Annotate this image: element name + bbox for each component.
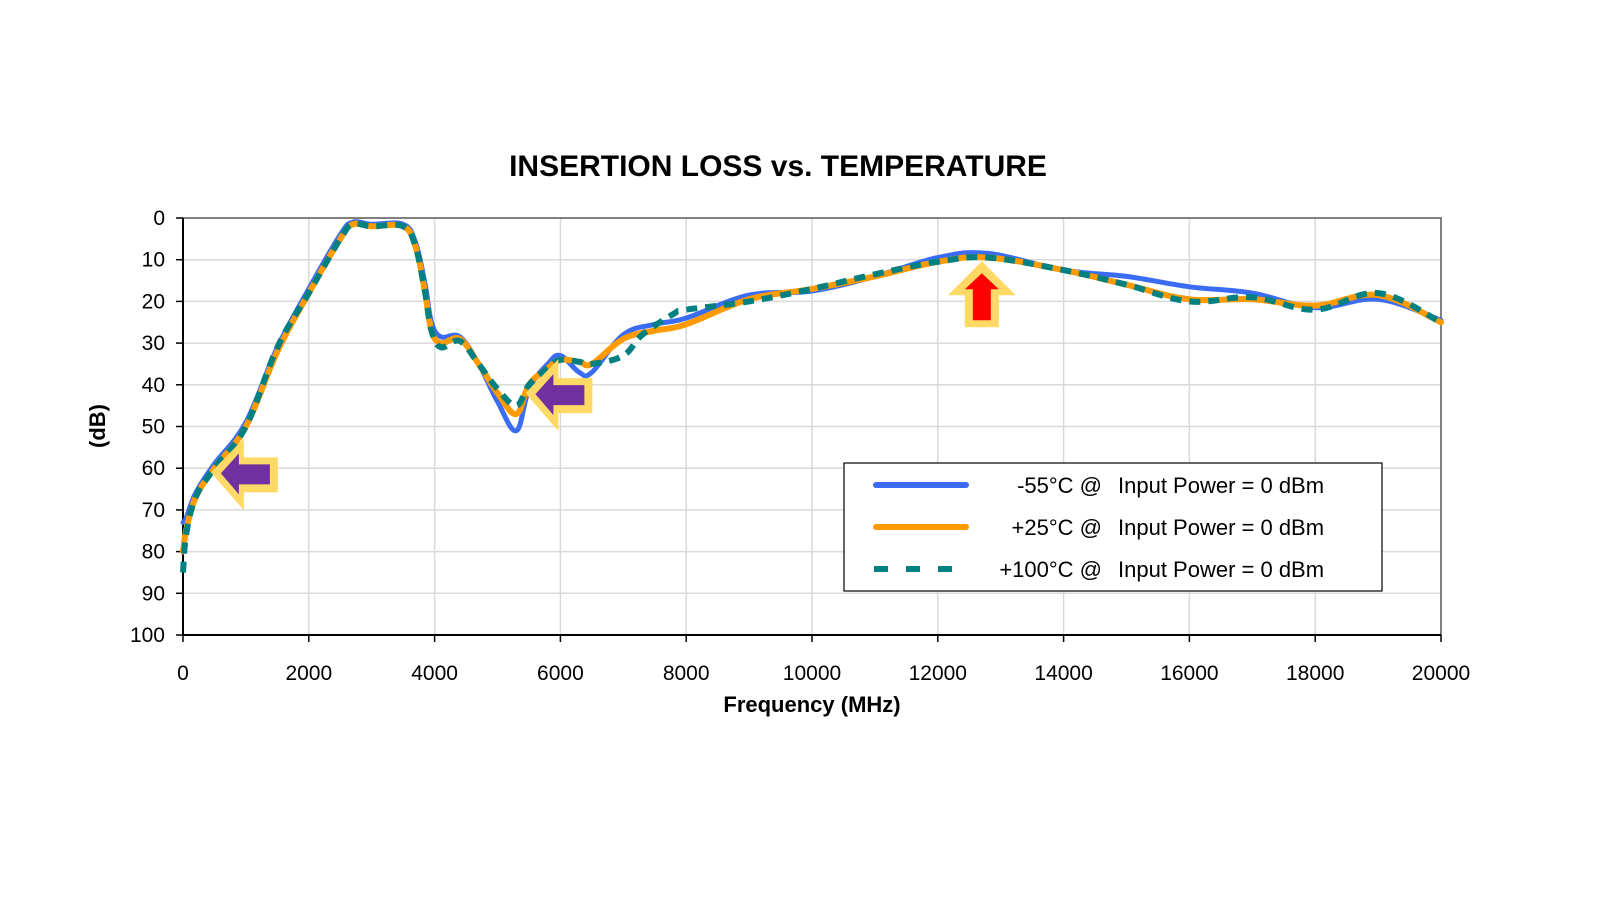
- arrow-fill: [964, 273, 999, 321]
- y-tick-label: 30: [142, 332, 165, 355]
- axes: 0 10 20 30 40 50 60 70 80 90 100 0 2000 4000 6000 8000 1…: [130, 207, 1470, 685]
- legend-condition: Input Power = 0 dBm: [1118, 557, 1324, 582]
- x-tick-label: 12000: [909, 662, 967, 685]
- legend-item: +25°C @ Input Power = 0 dBm: [873, 515, 1324, 540]
- y-tick-label: 70: [142, 499, 165, 522]
- x-tick-label: 20000: [1412, 662, 1470, 685]
- x-tick-label: 8000: [663, 662, 710, 685]
- x-tick-label: 4000: [411, 662, 458, 685]
- y-tick-label: 0: [153, 207, 165, 230]
- legend-item: -55°C @ Input Power = 0 dBm: [873, 473, 1324, 498]
- x-axis-label: Frequency (MHz): [723, 692, 900, 717]
- legend: -55°C @ Input Power = 0 dBm +25°C @ Input P…: [843, 462, 1383, 592]
- annotation-layer: [210, 261, 1016, 511]
- y-tick-label: 80: [142, 541, 165, 564]
- legend-label: +25°C @: [1012, 515, 1102, 540]
- up-arrow-marker: [947, 261, 1016, 328]
- y-tick-label: 90: [142, 582, 165, 605]
- series-layer: [180, 219, 1444, 573]
- gridlines: [183, 218, 1441, 635]
- legend-condition: Input Power = 0 dBm: [1118, 473, 1324, 498]
- y-tick-label: 40: [142, 374, 165, 397]
- y-tick-label: 50: [142, 416, 165, 439]
- y-tick-label: 10: [142, 249, 165, 272]
- left-arrow-marker: [525, 359, 593, 432]
- y-tick-label: 60: [142, 457, 165, 480]
- y-tick-label: 20: [142, 290, 165, 313]
- series-line-3: [180, 220, 1443, 573]
- legend-item: +100°C @ Input Power = 0 dBm: [874, 557, 1324, 582]
- x-tick-label: 14000: [1034, 662, 1092, 685]
- x-tick-label: 6000: [537, 662, 584, 685]
- arrow-fill: [220, 453, 270, 495]
- y-tick-label: 100: [130, 624, 165, 647]
- legend-condition: Input Power = 0 dBm: [1118, 515, 1324, 540]
- legend-label: +100°C @: [999, 557, 1102, 582]
- x-tick-label: 16000: [1160, 662, 1218, 685]
- x-tick-label: 10000: [783, 662, 841, 685]
- legend-label: -55°C @: [1017, 473, 1102, 498]
- x-tick-label: 18000: [1286, 662, 1344, 685]
- left-arrow-marker: [210, 438, 278, 511]
- x-tick-label: 2000: [285, 662, 332, 685]
- arrow-fill: [535, 374, 585, 416]
- chart-title: INSERTION LOSS vs. TEMPERATURE: [509, 150, 1047, 183]
- y-axis-label: (dB): [85, 404, 110, 448]
- x-tick-label: 0: [177, 662, 189, 685]
